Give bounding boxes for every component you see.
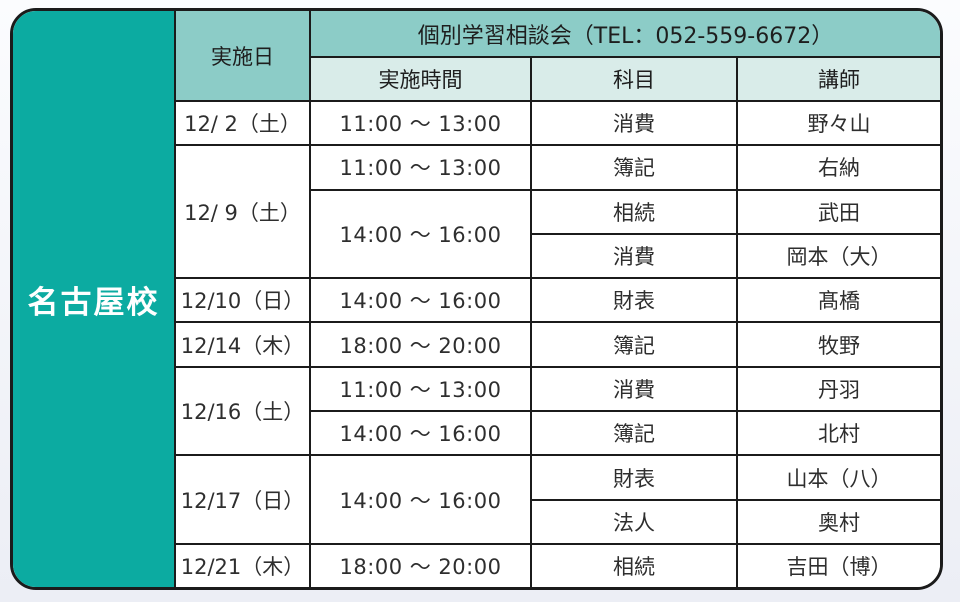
table-row: 法人 奥村 — [13, 498, 940, 545]
instructor-cell: 吉田（博） — [736, 542, 940, 587]
time-cell: 14:00 ～ 16:00 — [309, 277, 532, 324]
table-header-row-1: 名古屋校 実施日 個別学習相談会（TEL：052-559-6672） — [13, 11, 940, 587]
time-cell: 14:00 ～ 16:00 — [309, 454, 532, 545]
time-cell: 14:00 ～ 16:00 — [309, 188, 532, 280]
instructor-cell: 奥村 — [736, 498, 940, 545]
date-cell: 12/10（日） — [174, 277, 311, 324]
instructor-cell: 右納 — [736, 144, 940, 191]
table-row: 12/17（日） 14:00 ～ 16:00 財表 山本（八） — [13, 454, 940, 545]
date-cell: 12/ 2（土） — [174, 99, 311, 147]
table-row: 12/10（日） 14:00 ～ 16:00 財表 髙橋 — [13, 277, 940, 324]
subject-cell: 簿記 — [530, 321, 738, 368]
subject-cell: 消費 — [530, 365, 738, 413]
subject-cell: 財表 — [530, 277, 738, 324]
date-cell: 12/21（木） — [174, 542, 311, 587]
instructor-cell: 岡本（大） — [736, 232, 940, 280]
time-cell: 18:00 ～ 20:00 — [309, 321, 532, 368]
table-row: 12/ 9（土） 11:00 ～ 13:00 簿記 右納 — [13, 144, 940, 280]
date-cell: 12/17（日） — [174, 454, 311, 545]
subject-cell: 相続 — [530, 542, 738, 587]
table-row: 12/14（木） 18:00 ～ 20:00 簿記 牧野 — [13, 321, 940, 368]
subject-cell: 簿記 — [530, 410, 738, 457]
table-row: 14:00 ～ 16:00 簿記 北村 — [13, 410, 940, 457]
school-name-cell: 名古屋校 — [13, 11, 176, 587]
instructor-cell: 牧野 — [736, 321, 940, 368]
subject-cell: 消費 — [530, 99, 738, 147]
date-cell: 12/ 9（土） — [174, 144, 311, 280]
header-subject: 科目 — [530, 56, 738, 102]
instructor-cell: 丹羽 — [736, 365, 940, 413]
table-row: 12/ 2（土） 11:00 ～ 13:00 消費 野々山 — [13, 99, 940, 147]
subject-cell: 財表 — [530, 454, 738, 501]
time-cell: 11:00 ～ 13:00 — [309, 144, 532, 191]
instructor-cell: 北村 — [736, 410, 940, 457]
consultation-schedule-table: 名古屋校 実施日 個別学習相談会（TEL：052-559-6672） 実施時間 … — [13, 11, 940, 587]
table-header-row-2: 実施時間 科目 講師 — [13, 56, 940, 102]
header-session-title: 個別学習相談会（TEL：052-559-6672） — [309, 11, 940, 58]
header-instructor: 講師 — [736, 56, 940, 102]
subject-cell: 簿記 — [530, 144, 738, 191]
time-cell: 11:00 ～ 13:00 — [309, 365, 532, 413]
subject-cell: 相続 — [530, 188, 738, 235]
time-cell: 14:00 ～ 16:00 — [309, 410, 532, 457]
table-row: 12/21（木） 18:00 ～ 20:00 相続 吉田（博） — [13, 542, 940, 587]
header-date: 実施日 — [174, 11, 311, 102]
table-row: 12/16（土） 11:00 ～ 13:00 消費 丹羽 — [13, 365, 940, 457]
schedule-card: 名古屋校 実施日 個別学習相談会（TEL：052-559-6672） 実施時間 … — [10, 8, 943, 590]
header-time: 実施時間 — [309, 56, 532, 102]
instructor-cell: 武田 — [736, 188, 940, 235]
subject-cell: 法人 — [530, 498, 738, 545]
time-cell: 18:00 ～ 20:00 — [309, 542, 532, 587]
time-cell: 11:00 ～ 13:00 — [309, 99, 532, 147]
date-cell: 12/16（土） — [174, 365, 311, 457]
date-cell: 12/14（木） — [174, 321, 311, 368]
instructor-cell: 野々山 — [736, 99, 940, 147]
instructor-cell: 髙橋 — [736, 277, 940, 324]
table-row: 14:00 ～ 16:00 相続 武田 — [13, 188, 940, 280]
instructor-cell: 山本（八） — [736, 454, 940, 501]
subject-cell: 消費 — [530, 232, 738, 280]
table-row: 消費 岡本（大） — [13, 232, 940, 280]
